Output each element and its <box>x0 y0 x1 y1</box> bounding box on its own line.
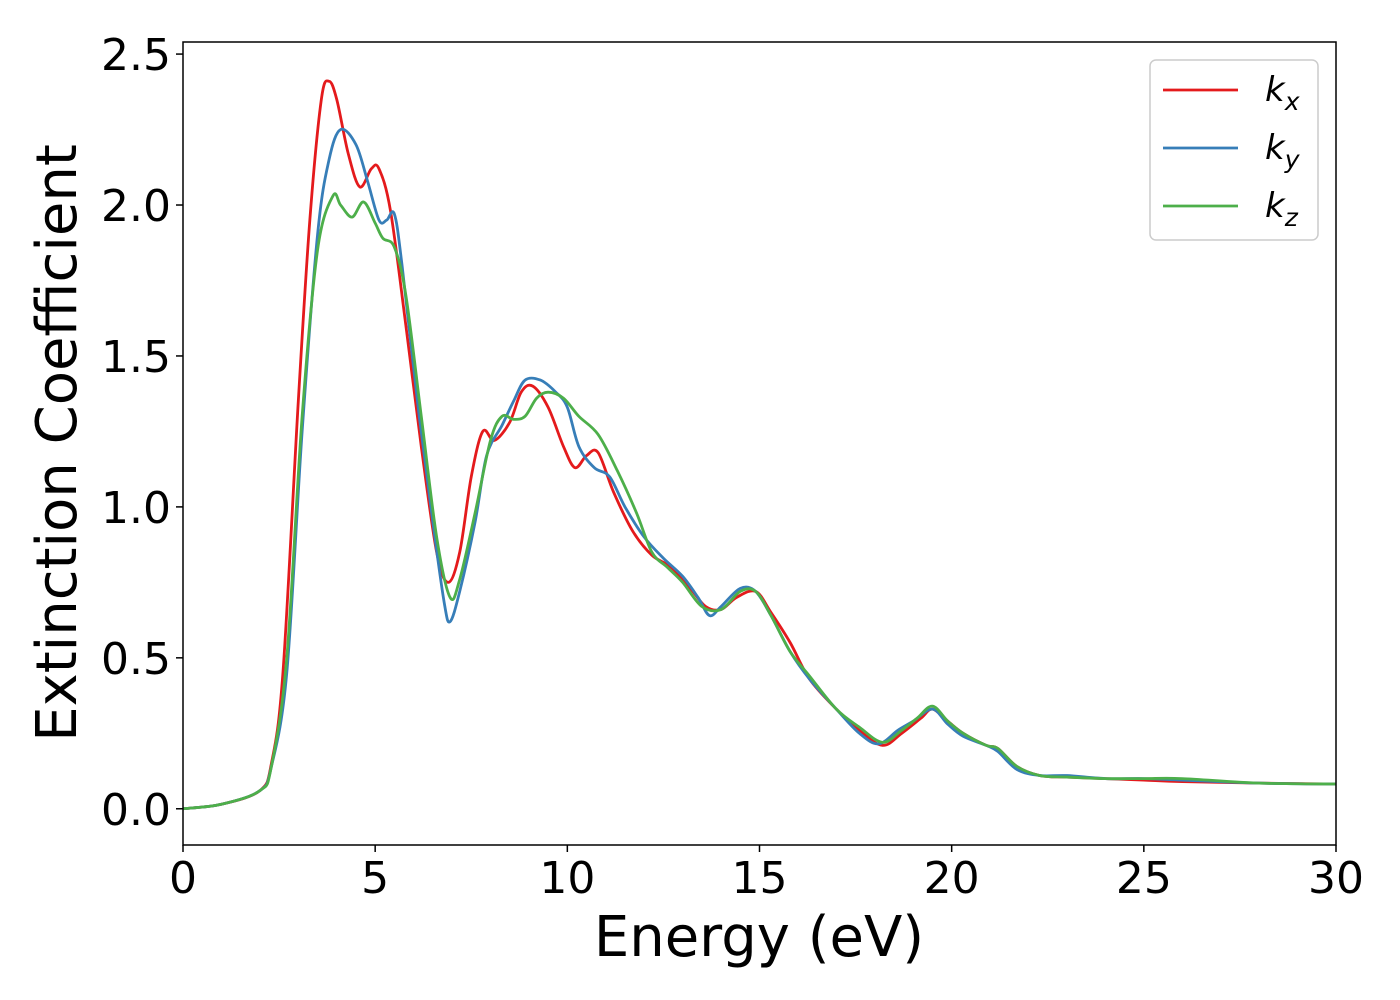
y-axis-title: Extinction Coefficient <box>25 144 90 742</box>
x-axis-title: Energy (eV) <box>594 905 924 970</box>
x-tick-label: 25 <box>1116 853 1172 904</box>
x-tick-label: 5 <box>361 853 389 904</box>
x-ticks: 0 5 10 15 20 25 30 <box>169 845 1364 904</box>
x-tick-label: 15 <box>732 853 788 904</box>
legend-label-ky: ky <box>1265 128 1301 174</box>
y-tick-label: 1.5 <box>101 332 171 383</box>
y-ticks: 0.0 0.5 1.0 1.5 2.0 2.5 <box>101 30 183 836</box>
series-line-kz <box>182 192 1337 811</box>
x-tick-label: 20 <box>924 853 980 904</box>
legend: kx ky kz <box>1149 59 1319 241</box>
series-layer <box>182 79 1337 811</box>
legend-label-kx: kx <box>1265 70 1300 116</box>
y-tick-label: 1.0 <box>101 483 171 534</box>
series-line-ky <box>182 127 1337 811</box>
legend-box <box>1149 59 1319 241</box>
y-tick-label: 2.0 <box>101 181 171 232</box>
y-tick-label: 0.5 <box>101 634 171 685</box>
legend-items: kx ky kz <box>1163 70 1301 232</box>
x-tick-label: 0 <box>169 853 197 904</box>
x-tick-label: 10 <box>539 853 595 904</box>
legend-label-kz: kz <box>1265 186 1299 232</box>
y-tick-label: 2.5 <box>101 30 171 81</box>
x-tick-label: 30 <box>1308 853 1364 904</box>
y-tick-label: 0.0 <box>101 785 171 836</box>
